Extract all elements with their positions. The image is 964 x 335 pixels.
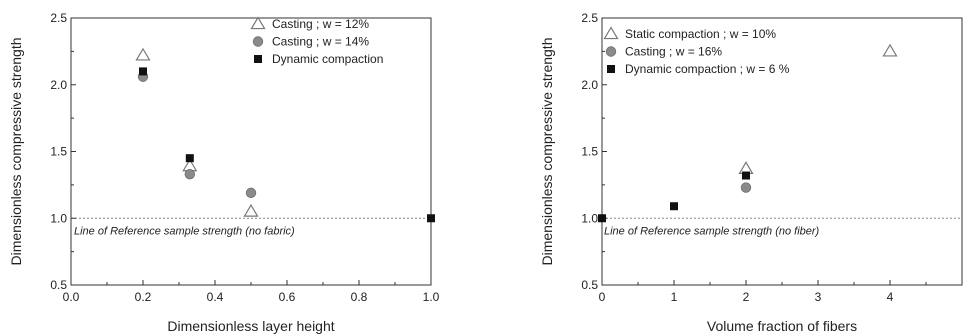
- legend-marker: [605, 46, 617, 57]
- legend-label: Casting ; w = 16%: [625, 45, 722, 59]
- legend-label: Static compaction ; w = 10%: [625, 27, 776, 41]
- x-tick-label: 3: [815, 290, 822, 304]
- y-tick-label: 1.5: [581, 145, 598, 159]
- legend-marker: [250, 16, 266, 30]
- reference-line-label: Line of Reference sample strength (no fi…: [604, 225, 820, 237]
- data-point: [742, 171, 750, 180]
- y-tick-label: 1.5: [50, 145, 67, 159]
- x-tick-label: 0: [599, 290, 606, 304]
- data-point: [245, 187, 257, 199]
- data-point: [135, 47, 151, 61]
- chart-right: Line of Reference sample strength (no fi…: [539, 11, 963, 334]
- x-tick-label: 1: [671, 290, 678, 304]
- y-tick-label: 2.0: [581, 78, 598, 92]
- y-tick-label: 1.0: [50, 211, 67, 225]
- chart-left: Line of Reference sample strength (no fa…: [8, 11, 440, 334]
- y-tick-label: 2.5: [50, 11, 67, 25]
- legend-label: Dynamic compaction: [272, 52, 383, 66]
- x-tick-label: 0.0: [63, 290, 80, 304]
- y-tick-label: 2.0: [50, 78, 67, 92]
- data-point: [427, 214, 435, 223]
- y-tick-label: 1.0: [581, 211, 598, 225]
- data-point: [139, 67, 147, 76]
- x-tick-label: 0.8: [351, 290, 368, 304]
- data-point: [184, 168, 196, 180]
- x-tick-label: 0.2: [135, 290, 152, 304]
- y-tick-label: 0.5: [581, 278, 598, 292]
- y-axis-label: Dimensionless compressive strength: [539, 38, 555, 266]
- y-tick-label: 2.5: [581, 11, 598, 25]
- data-point: [740, 182, 752, 193]
- data-point: [882, 43, 898, 57]
- data-point: [670, 202, 678, 211]
- data-point: [243, 203, 259, 217]
- x-axis-label: Dimensionless layer height: [167, 318, 334, 334]
- legend-label: Casting ; w = 12%: [272, 17, 369, 31]
- legend-marker: [603, 26, 619, 40]
- legend-label: Dynamic compaction ; w = 6 %: [625, 62, 790, 76]
- y-axis-label: Dimensionless compressive strength: [8, 38, 24, 266]
- legend-marker: [607, 65, 615, 73]
- x-tick-label: 0.6: [279, 290, 296, 304]
- x-tick-label: 4: [887, 290, 894, 304]
- legend-label: Casting ; w = 14%: [272, 35, 369, 49]
- data-point: [185, 154, 194, 163]
- y-tick-label: 0.5: [50, 278, 67, 292]
- reference-line-label: Line of Reference sample strength (no fa…: [74, 225, 295, 237]
- data-point: [598, 214, 606, 223]
- x-tick-label: 1.0: [423, 290, 440, 304]
- legend-marker: [254, 55, 262, 63]
- x-tick-label: 2: [743, 290, 750, 304]
- x-axis-label: Volume fraction of fibers: [707, 318, 857, 334]
- legend-marker: [252, 36, 264, 47]
- x-tick-label: 0.4: [207, 290, 224, 304]
